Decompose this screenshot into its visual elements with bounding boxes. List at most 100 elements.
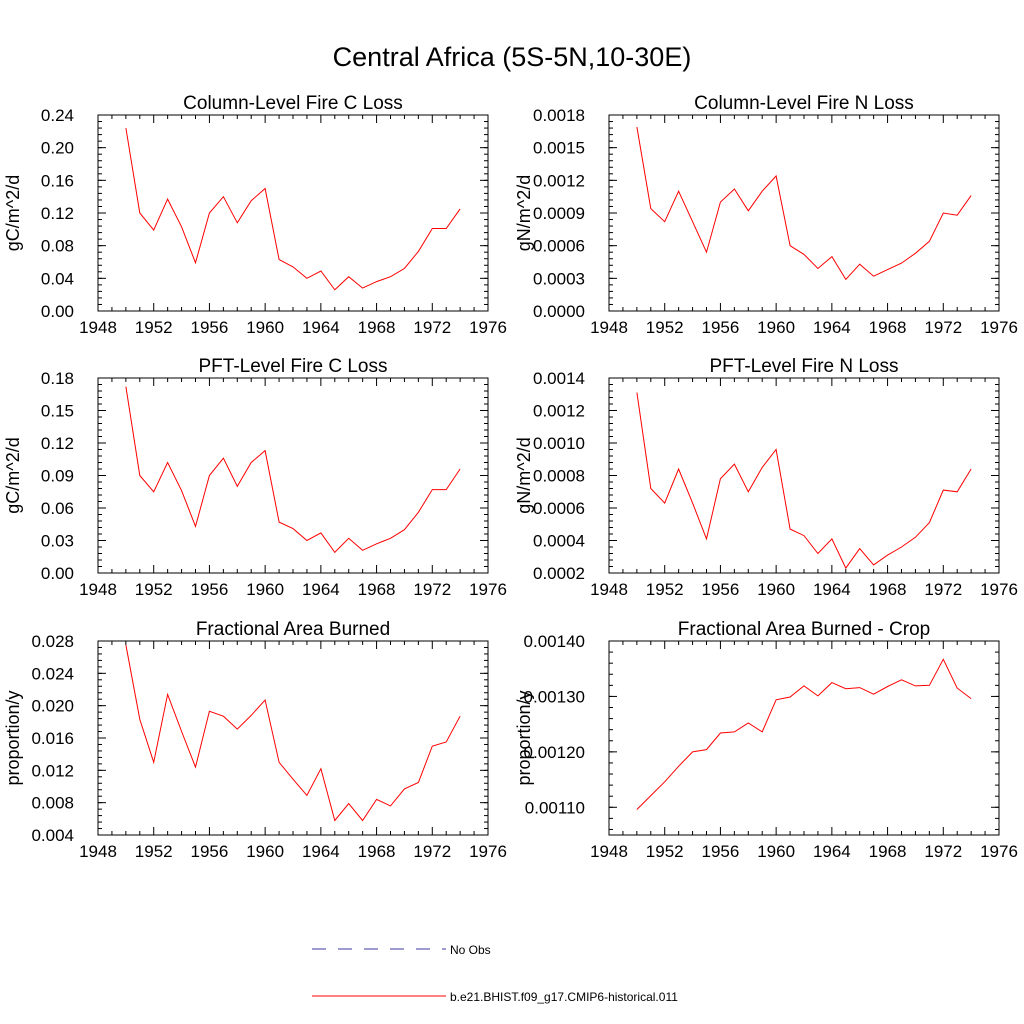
y-tick-label: 0.12 xyxy=(41,434,74,453)
y-tick-label: 0.18 xyxy=(41,369,74,388)
x-tick-label: 1952 xyxy=(646,318,684,337)
y-tick-label: 0.016 xyxy=(31,729,74,748)
x-tick-label: 1976 xyxy=(980,318,1018,337)
x-tick-label: 1968 xyxy=(358,580,396,599)
x-tick-label: 1964 xyxy=(302,318,340,337)
y-axis-label: gN/m^2/d xyxy=(514,437,534,513)
x-tick-label: 1964 xyxy=(302,580,340,599)
y-tick-label: 0.20 xyxy=(41,139,74,158)
y-tick-label: 0.06 xyxy=(41,499,74,518)
chart-panel-1: Column-Level Fire C Loss gC/m^2/d 1948 1952… xyxy=(3,93,507,337)
y-axis-label: gC/m^2/d xyxy=(3,175,23,251)
y-tick-label: 0.0000 xyxy=(533,302,585,321)
x-tick-label: 1948 xyxy=(590,580,628,599)
x-tick-label: 1972 xyxy=(924,318,962,337)
x-tick-label: 1964 xyxy=(813,318,851,337)
x-tick-label: 1964 xyxy=(813,580,851,599)
y-tick-label: 0.0008 xyxy=(533,467,585,486)
x-tick-label: 1968 xyxy=(869,580,907,599)
plot-frame xyxy=(608,377,1000,574)
y-tick-label: 0.00 xyxy=(41,564,74,583)
y-tick-label: 0.00130 xyxy=(524,687,585,706)
chart-panel-2: Column-Level Fire N Loss gN/m^2/d 1948 1952… xyxy=(514,93,1018,337)
x-tick-label: 1952 xyxy=(135,580,173,599)
y-axis-label: proportion/y xyxy=(514,690,534,785)
x-tick-label: 1976 xyxy=(980,580,1018,599)
y-tick-label: 0.04 xyxy=(41,269,74,288)
x-tick-label: 1968 xyxy=(869,318,907,337)
y-axis-label: gN/m^2/d xyxy=(514,175,534,251)
x-tick-label: 1968 xyxy=(358,318,396,337)
y-tick-label: 0.0012 xyxy=(533,171,585,190)
series-line xyxy=(636,392,972,570)
plot-frame xyxy=(97,640,489,836)
x-tick-label: 1976 xyxy=(469,318,507,337)
y-tick-label: 0.004 xyxy=(31,826,74,845)
y-tick-label: 0.008 xyxy=(31,794,74,813)
y-axis-label: proportion/y xyxy=(3,690,23,785)
main-title: Central Africa (5S-5N,10-30E) xyxy=(333,42,692,72)
y-tick-label: 0.0006 xyxy=(533,499,585,518)
x-tick-label: 1952 xyxy=(646,580,684,599)
x-tick-label: 1960 xyxy=(757,318,795,337)
x-tick-label: 1952 xyxy=(646,842,684,861)
x-tick-label: 1972 xyxy=(413,318,451,337)
y-tick-label: 0.15 xyxy=(41,402,74,421)
plot-frame xyxy=(608,114,1000,312)
y-tick-label: 0.00120 xyxy=(524,743,585,762)
x-tick-label: 1956 xyxy=(702,580,740,599)
y-tick-label: 0.0003 xyxy=(533,269,585,288)
chart-panel-6: Fractional Area Burned - Crop proportion/… xyxy=(514,619,1018,861)
x-tick-label: 1960 xyxy=(757,842,795,861)
x-tick-label: 1964 xyxy=(813,842,851,861)
y-tick-label: 0.24 xyxy=(41,106,74,125)
x-tick-label: 1960 xyxy=(246,318,284,337)
y-tick-label: 0.0014 xyxy=(533,369,585,388)
series-line xyxy=(636,126,972,281)
plot-frame xyxy=(97,377,489,574)
legend-obs-label: No Obs xyxy=(450,943,491,957)
plot-frame xyxy=(608,640,1000,836)
panel-title: Column-Level Fire N Loss xyxy=(694,93,914,114)
panel-title: Column-Level Fire C Loss xyxy=(183,93,403,114)
y-tick-label: 0.00140 xyxy=(524,632,585,651)
x-tick-label: 1956 xyxy=(702,318,740,337)
series-line xyxy=(125,644,461,822)
y-tick-label: 0.024 xyxy=(31,664,74,683)
x-tick-label: 1972 xyxy=(413,580,451,599)
y-tick-label: 0.0012 xyxy=(533,402,585,421)
x-tick-label: 1952 xyxy=(135,318,173,337)
x-tick-label: 1960 xyxy=(246,842,284,861)
x-tick-label: 1976 xyxy=(469,842,507,861)
legend: No Obs b.e21.BHIST.f09_g17.CMIP6-histori… xyxy=(312,943,678,1004)
y-tick-label: 0.0010 xyxy=(533,434,585,453)
chart-panel-5: Fractional Area Burned proportion/y 1948 19… xyxy=(3,619,507,861)
x-tick-label: 1956 xyxy=(191,580,229,599)
y-tick-label: 0.00110 xyxy=(525,798,585,817)
panel-title: PFT-Level Fire N Loss xyxy=(710,356,899,377)
y-tick-label: 0.0015 xyxy=(533,139,585,158)
chart-panel-4: PFT-Level Fire N Loss gN/m^2/d 1948 1952 195… xyxy=(514,356,1018,599)
x-tick-label: 1948 xyxy=(79,318,117,337)
x-tick-label: 1952 xyxy=(135,842,173,861)
y-tick-label: 0.09 xyxy=(41,467,74,486)
y-tick-label: 0.0018 xyxy=(533,106,585,125)
x-tick-label: 1972 xyxy=(924,580,962,599)
x-tick-label: 1976 xyxy=(469,580,507,599)
series-line xyxy=(125,386,461,554)
x-tick-label: 1956 xyxy=(702,842,740,861)
x-tick-label: 1976 xyxy=(980,842,1018,861)
x-tick-label: 1964 xyxy=(302,842,340,861)
y-tick-label: 0.12 xyxy=(41,204,74,223)
y-tick-label: 0.020 xyxy=(31,697,74,716)
x-tick-label: 1972 xyxy=(924,842,962,861)
chart-panel-3: PFT-Level Fire C Loss gC/m^2/d 1948 1952 195… xyxy=(3,356,507,599)
y-tick-label: 0.03 xyxy=(41,532,74,551)
y-tick-label: 0.08 xyxy=(41,237,74,256)
y-tick-label: 0.0006 xyxy=(533,237,585,256)
x-tick-label: 1968 xyxy=(358,842,396,861)
panel-title: PFT-Level Fire C Loss xyxy=(199,356,388,377)
y-axis-label: gC/m^2/d xyxy=(3,437,23,513)
y-tick-label: 0.0009 xyxy=(533,204,585,223)
